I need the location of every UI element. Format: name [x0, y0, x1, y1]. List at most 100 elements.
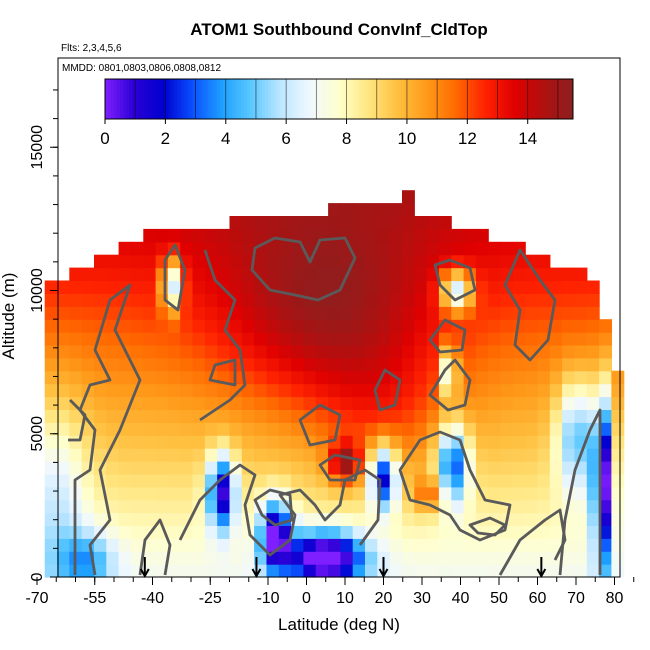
heatmap-cell	[118, 448, 132, 462]
heatmap-cell	[352, 499, 366, 514]
heatmap-cell	[130, 422, 144, 436]
heatmap-cell	[266, 525, 280, 539]
contour-line	[138, 518, 172, 576]
heatmap-cell	[106, 538, 120, 552]
heatmap-cell	[463, 293, 477, 307]
heatmap-cell	[180, 319, 194, 333]
heatmap-cell	[204, 564, 218, 578]
heatmap-cell	[204, 499, 218, 514]
heatmap-cell	[180, 473, 194, 488]
colorbar-segment	[382, 79, 387, 119]
colorbar-segment	[246, 79, 251, 119]
colorbar-segment	[412, 79, 417, 119]
heatmap-cell	[241, 538, 255, 552]
heatmap-cell	[192, 241, 206, 256]
contour-line	[428, 358, 472, 412]
colorbar-segment	[370, 79, 375, 119]
heatmap-cell	[537, 383, 551, 398]
heatmap-cell	[438, 332, 452, 346]
heatmap-cell	[512, 267, 526, 282]
colorbar-segment	[440, 79, 444, 119]
heatmap-cell	[44, 306, 58, 320]
heatmap-cell	[525, 409, 539, 423]
colorbar-segment	[117, 79, 121, 119]
heatmap-cell	[106, 254, 120, 269]
colorbar-segment	[458, 79, 462, 119]
heatmap-cell	[426, 473, 440, 488]
heatmap-cell	[426, 525, 440, 539]
heatmap-cell	[365, 228, 378, 243]
heatmap-cell	[377, 280, 391, 294]
heatmap-cell	[586, 332, 600, 346]
heatmap-cell	[525, 551, 539, 565]
colorbar-segment	[551, 79, 556, 119]
heatmap-cell	[291, 306, 304, 320]
heatmap-cell	[143, 293, 157, 307]
heatmap-cell	[192, 525, 206, 539]
colorbar-segment	[494, 79, 499, 119]
heatmap-cell	[204, 525, 218, 539]
heatmap-cell	[81, 332, 95, 346]
colorbar-segment	[123, 79, 127, 119]
heatmap-cell	[81, 319, 95, 333]
heatmap-cell	[44, 499, 58, 514]
heatmap-cell	[352, 203, 366, 217]
heatmap-cell	[328, 203, 341, 217]
colorbar-segment	[476, 79, 480, 119]
colorbar-segment	[428, 79, 432, 119]
heatmap-cell	[130, 409, 144, 423]
heatmap-cell	[352, 435, 366, 449]
heatmap-cell	[389, 499, 403, 514]
heatmap-cell	[44, 422, 58, 436]
heatmap-cell	[488, 422, 502, 436]
heatmap-cell	[365, 254, 378, 269]
colorbar: 0 2 4 6 8 10 12 14	[100, 78, 574, 148]
heatmap-cell	[266, 332, 280, 346]
heatmap-cell	[549, 383, 563, 398]
heatmap-cell	[241, 216, 255, 230]
heatmap-cell	[94, 564, 107, 578]
colorbar-segment	[406, 79, 411, 119]
heatmap-cell	[451, 486, 465, 501]
heatmap-cell	[463, 228, 477, 243]
heatmap-cell	[130, 499, 144, 514]
heatmap-cell	[414, 448, 428, 462]
heatmap-cell	[180, 486, 194, 501]
heatmap-cell	[377, 435, 391, 449]
heatmap-cell	[57, 422, 70, 436]
y-tick-label: 15000	[29, 125, 46, 170]
heatmap-cell	[402, 551, 415, 565]
heatmap-cell	[365, 216, 378, 230]
flight-marker-head	[139, 568, 150, 579]
heatmap-cell	[537, 499, 551, 514]
heatmap-cell	[451, 538, 465, 552]
heatmap-cell	[278, 306, 292, 320]
heatmap-cell	[167, 254, 181, 269]
heatmap-cell	[475, 448, 489, 462]
heatmap-cell	[352, 216, 366, 230]
heatmap-cell	[204, 306, 218, 320]
colorbar-segment	[376, 79, 381, 119]
heatmap-cell	[106, 409, 120, 423]
heatmap-cell	[389, 216, 403, 230]
heatmap-cell	[167, 512, 181, 526]
heatmap-cell	[315, 525, 329, 539]
heatmap-cell	[574, 512, 588, 526]
colorbar-segment	[343, 79, 348, 119]
heatmap-cell	[599, 370, 612, 385]
heatmap-cell	[130, 486, 144, 501]
heatmap-cell	[475, 435, 489, 449]
heatmap-cell	[241, 435, 255, 449]
heatmap-cell	[291, 461, 304, 475]
x-tick-label: 80	[606, 590, 624, 607]
heatmap-cell	[291, 435, 304, 449]
heatmap-cell	[451, 383, 465, 398]
heatmap-cell	[451, 551, 465, 565]
heatmap-cell	[389, 228, 403, 243]
colorbar-segment	[231, 79, 236, 119]
heatmap-cell	[586, 344, 600, 359]
colorbar-segment	[364, 79, 369, 119]
heatmap-cell	[57, 383, 70, 398]
colorbar-segment	[488, 79, 492, 119]
y-tick-label: 10000	[29, 268, 46, 313]
